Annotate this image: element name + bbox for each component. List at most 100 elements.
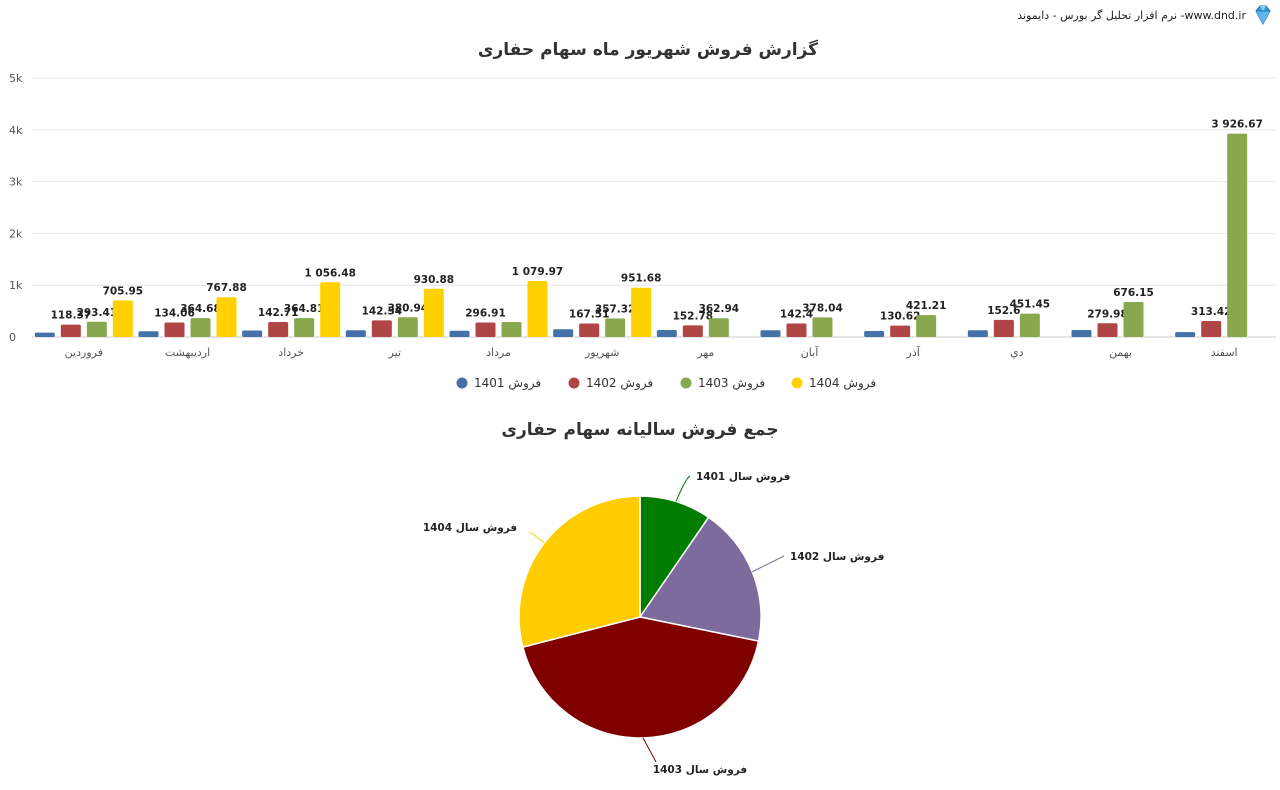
legend-marker bbox=[791, 377, 803, 389]
bar bbox=[527, 281, 548, 337]
bar bbox=[242, 330, 263, 337]
brand-header: نرم افزار تحلیل گر بورس - دایموند -www.d… bbox=[1017, 4, 1274, 26]
pie-slice bbox=[518, 495, 641, 649]
data-label: 152.78 bbox=[673, 310, 714, 322]
pie-label: فروش سال 1403 bbox=[653, 764, 747, 776]
bar bbox=[1201, 320, 1222, 337]
bar-chart: 0 1k 2k 3k 4k 5k فروردین اردیبهشت خرداد تیر مرداد ش… bbox=[9, 72, 1276, 359]
y-tick-label: 4k bbox=[9, 124, 23, 137]
bar bbox=[1019, 313, 1040, 337]
data-label: 313.42 bbox=[1191, 306, 1232, 318]
data-label: 767.88 bbox=[206, 282, 247, 294]
data-label: 279.98 bbox=[1087, 308, 1128, 320]
data-label: 118.37 bbox=[51, 310, 92, 322]
legend-label: فروش 1402 bbox=[586, 376, 653, 391]
legend-label: فروش 1403 bbox=[698, 376, 765, 391]
legend-marker bbox=[568, 377, 580, 389]
data-label: 357.32 bbox=[595, 303, 636, 315]
bar bbox=[682, 325, 703, 337]
bar bbox=[890, 325, 911, 337]
bar bbox=[268, 321, 289, 337]
data-label: 134.06 bbox=[154, 307, 195, 319]
legend-marker bbox=[456, 377, 468, 389]
bar bbox=[579, 323, 600, 337]
data-label: 362.94 bbox=[699, 303, 740, 315]
diamond-icon bbox=[1255, 5, 1271, 26]
bar bbox=[190, 318, 211, 337]
pie-leader-line bbox=[529, 531, 545, 544]
data-label: 1 079.97 bbox=[512, 266, 563, 278]
bar bbox=[371, 320, 392, 337]
data-label: 364.81 bbox=[284, 303, 325, 315]
x-tick-label: آذر bbox=[906, 345, 921, 359]
x-tick-label: اردیبهشت bbox=[165, 346, 210, 359]
bar bbox=[1175, 332, 1196, 337]
data-label: 451.45 bbox=[1010, 299, 1051, 311]
data-label: 951.68 bbox=[621, 273, 662, 285]
data-label: 930.88 bbox=[414, 274, 455, 286]
bar bbox=[320, 282, 341, 337]
pie-leader-line bbox=[751, 555, 785, 573]
data-label: 130.62 bbox=[880, 311, 921, 323]
data-label: 421.21 bbox=[906, 300, 947, 312]
legend-label: فروش 1401 bbox=[474, 376, 541, 391]
brand-text: نرم افزار تحلیل گر بورس - دایموند -www.d… bbox=[1017, 8, 1246, 22]
y-tick-label: 1k bbox=[9, 279, 23, 292]
bar bbox=[708, 318, 729, 337]
x-tick-label: اسفند bbox=[1211, 346, 1238, 359]
data-label: 142.54 bbox=[362, 305, 403, 317]
data-label: 1 056.48 bbox=[304, 267, 355, 279]
bar bbox=[812, 317, 833, 337]
data-label: 364.68 bbox=[180, 303, 221, 315]
bar bbox=[993, 319, 1014, 337]
bar bbox=[501, 321, 522, 337]
data-label: 676.15 bbox=[1113, 287, 1154, 299]
pie-chart-title: جمع فروش سالیانه سهام حفاری bbox=[501, 420, 778, 440]
bar bbox=[1227, 133, 1248, 337]
data-label: 380.94 bbox=[388, 302, 429, 314]
y-tick-label: 3k bbox=[9, 176, 23, 189]
bar bbox=[449, 330, 470, 337]
y-tick-label: 0 bbox=[9, 331, 16, 344]
data-label: 293.41 bbox=[77, 307, 118, 319]
bar bbox=[294, 318, 315, 337]
bar bbox=[423, 288, 444, 337]
bar bbox=[112, 300, 133, 337]
bar bbox=[1123, 301, 1144, 337]
bar bbox=[605, 318, 626, 337]
pie-slice bbox=[521, 616, 760, 739]
y-tick-label: 5k bbox=[9, 72, 23, 85]
bar bbox=[138, 331, 159, 337]
data-label: 3 926.67 bbox=[1211, 119, 1262, 131]
legend-marker bbox=[680, 377, 692, 389]
bar bbox=[34, 332, 55, 337]
legend-label: فروش 1404 bbox=[809, 376, 876, 391]
data-label: 167.51 bbox=[569, 309, 610, 321]
bar-chart-legend: فروش 1401 فروش 1402 فروش 1403 فروش 1404 bbox=[456, 376, 876, 391]
pie-label: فروش سال 1402 bbox=[790, 551, 884, 563]
bar bbox=[786, 323, 807, 337]
bar bbox=[164, 322, 185, 337]
bar bbox=[216, 297, 237, 337]
bar bbox=[916, 315, 937, 337]
data-label: 152.6 bbox=[987, 305, 1020, 317]
bar bbox=[60, 324, 81, 337]
pie-leader-line bbox=[675, 475, 691, 502]
bar bbox=[631, 287, 652, 337]
y-tick-label: 2k bbox=[9, 227, 23, 240]
data-label: 705.95 bbox=[103, 285, 144, 297]
bar bbox=[864, 331, 885, 337]
data-label: 378.04 bbox=[802, 302, 843, 314]
bar bbox=[553, 329, 574, 337]
pie-label: فروش سال 1401 bbox=[696, 471, 790, 483]
x-tick-label: مهر bbox=[696, 346, 714, 359]
x-tick-label: دي bbox=[1010, 346, 1024, 359]
pie-leader-line bbox=[642, 737, 657, 763]
bar bbox=[656, 330, 677, 337]
x-tick-label: تیر bbox=[388, 346, 401, 359]
x-tick-label: آبان bbox=[801, 345, 819, 359]
data-label: 142.4 bbox=[780, 309, 813, 321]
bar bbox=[967, 330, 988, 337]
pie-chart: فروش سال 1401 فروش سال 1402 فروش سال 1403 ف… bbox=[423, 471, 885, 776]
